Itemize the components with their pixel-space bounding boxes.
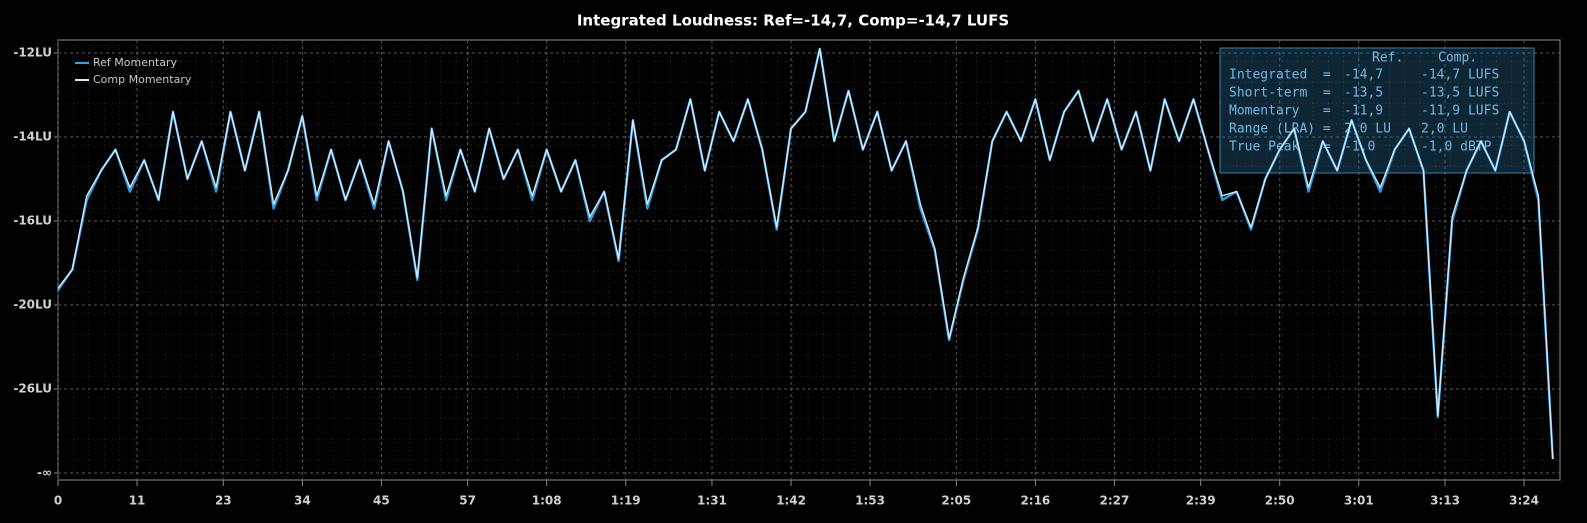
x-tick-label: 3:13 xyxy=(1430,494,1460,508)
x-tick-label: 2:16 xyxy=(1020,494,1050,508)
info-cell: Integrated = xyxy=(1229,68,1331,83)
x-tick-label: 3:01 xyxy=(1344,494,1374,508)
info-cell: -13,5 LUFS xyxy=(1421,86,1499,101)
legend-label: Comp Momentary xyxy=(93,73,192,86)
x-tick-label: 57 xyxy=(459,494,476,508)
info-cell: -13,5 xyxy=(1344,86,1383,101)
x-tick-label: 2:27 xyxy=(1100,494,1130,508)
y-tick-label: -∞ xyxy=(37,466,52,480)
x-tick-label: 45 xyxy=(373,494,390,508)
series-line xyxy=(57,48,1554,460)
info-header: Ref. xyxy=(1372,51,1403,66)
x-tick-label: 1:53 xyxy=(855,494,885,508)
x-tick-label: 1:31 xyxy=(697,494,727,508)
x-tick-label: 1:42 xyxy=(776,494,806,508)
info-panel xyxy=(1219,47,1535,174)
x-tick-label: 11 xyxy=(129,494,146,508)
info-cell: Range (LRA) = xyxy=(1229,122,1331,137)
info-cell: 2,0 LU xyxy=(1421,122,1468,137)
x-tick-label: 2:39 xyxy=(1186,494,1216,508)
info-cell: -14,7 xyxy=(1344,68,1383,83)
info-cell: -14,7 LUFS xyxy=(1421,68,1499,83)
minor-grid xyxy=(58,40,1560,480)
legend-label: Ref Momentary xyxy=(93,56,178,69)
info-cell: True Peak = xyxy=(1229,140,1331,155)
info-cell: -1,0 dBTP xyxy=(1421,140,1492,155)
info-cell: Momentary = xyxy=(1229,104,1331,119)
x-tick-label: 1:08 xyxy=(532,494,562,508)
x-tick-label: 1:19 xyxy=(611,494,641,508)
info-cell: -11,9 LUFS xyxy=(1421,104,1499,119)
info-cell: -1,0 xyxy=(1344,140,1375,155)
info-header: Comp. xyxy=(1438,51,1477,66)
x-tick-label: 3:24 xyxy=(1509,494,1539,508)
info-cell: Short-term = xyxy=(1229,86,1331,101)
x-tick-label: 2:50 xyxy=(1265,494,1295,508)
y-tick-label: -14LU xyxy=(13,130,52,144)
y-tick-label: -26LU xyxy=(13,382,52,396)
y-tick-label: -20LU xyxy=(13,298,52,312)
x-tick-label: 23 xyxy=(215,494,232,508)
info-cell: -11,9 xyxy=(1344,104,1383,119)
y-tick-label: -12LU xyxy=(13,46,52,60)
x-tick-label: 2:05 xyxy=(941,494,971,508)
plot-frame xyxy=(57,39,1561,481)
x-tick-label: 0 xyxy=(54,494,62,508)
chart-title: Integrated Loudness: Ref=-14,7, Comp=-14… xyxy=(577,12,1009,30)
x-tick-label: 34 xyxy=(294,494,311,508)
y-tick-label: -16LU xyxy=(13,214,52,228)
